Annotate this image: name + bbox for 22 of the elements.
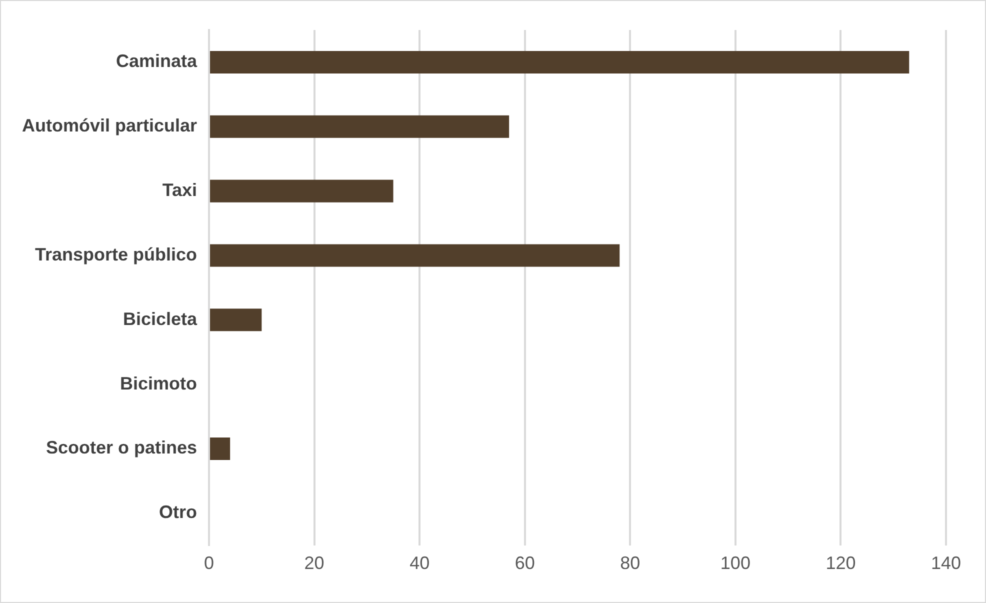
y-tick-label: Bicicleta [122, 308, 198, 329]
bar [210, 437, 230, 460]
x-tick-label: 40 [410, 553, 430, 574]
bar [210, 50, 910, 74]
x-tick-label: 80 [620, 553, 640, 574]
y-tick-label: Bicimoto [120, 373, 198, 394]
bar [210, 115, 510, 138]
y-tick-label: Taxi [162, 180, 198, 200]
x-tick-label: 140 [930, 553, 962, 574]
x-tick-label: 60 [514, 553, 535, 574]
bar [210, 244, 620, 267]
y-tick-label: Caminata [116, 51, 198, 72]
x-tick-label: 100 [720, 553, 750, 574]
y-tick-label: Otro [159, 502, 198, 522]
bar [210, 308, 262, 332]
y-tick-label: Automóvil particular [22, 116, 198, 136]
bar [210, 180, 394, 202]
x-tick-label: 0 [204, 553, 214, 574]
x-tick-label: 120 [826, 553, 856, 574]
y-tick-label: Transporte público [34, 244, 198, 264]
x-tick-label: 20 [304, 553, 324, 574]
y-tick-label: Scooter o patines [46, 438, 198, 458]
